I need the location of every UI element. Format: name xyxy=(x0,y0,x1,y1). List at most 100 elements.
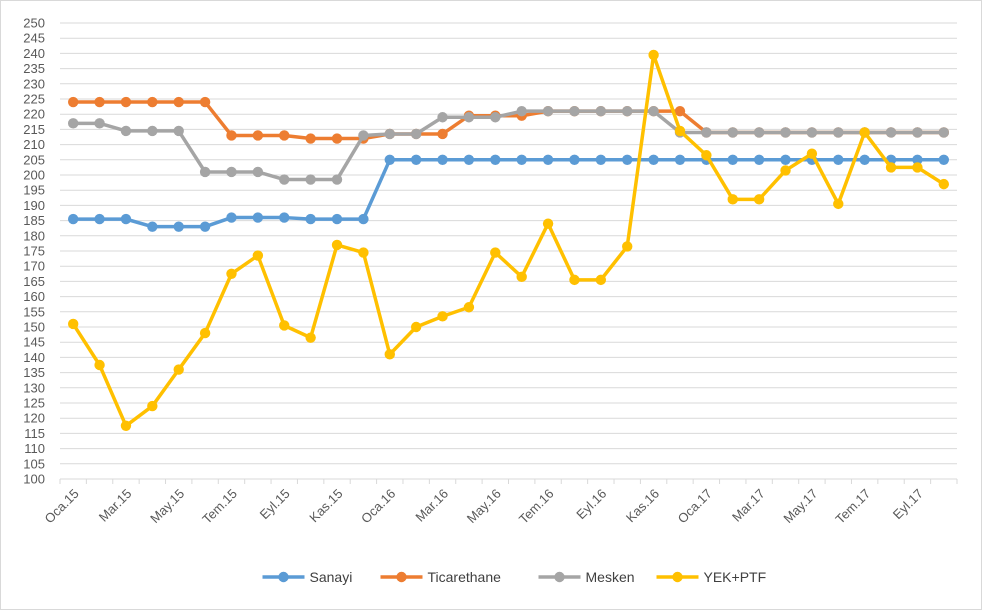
y-axis-tick-labels: 1001051101151201251301351401451501551601… xyxy=(23,16,45,487)
x-tick-label: Eyl.16 xyxy=(573,486,609,522)
legend-item-ticarethane: Ticarethane xyxy=(380,569,501,585)
y-tick-label: 230 xyxy=(23,76,45,91)
y-tick-label: 120 xyxy=(23,411,45,426)
data-point-sanayi xyxy=(833,154,844,165)
data-point-yek-ptf xyxy=(199,327,211,339)
data-point-ticarethane xyxy=(94,96,105,108)
y-tick-label: 105 xyxy=(23,456,45,471)
series-layer xyxy=(67,49,950,431)
x-tick-label: May.17 xyxy=(780,486,820,526)
data-point-sanayi xyxy=(358,213,369,225)
data-point-ticarethane xyxy=(674,105,686,117)
data-point-yek-ptf xyxy=(885,162,897,173)
data-point-sanayi xyxy=(437,154,448,165)
legend-swatch-marker xyxy=(396,571,407,583)
y-tick-label: 125 xyxy=(23,396,45,411)
y-tick-label: 210 xyxy=(23,137,45,152)
x-tick-label: Oca.17 xyxy=(675,486,715,526)
data-point-sanayi xyxy=(226,212,237,223)
x-tick-label: Eyl.15 xyxy=(257,486,293,522)
data-point-mesken xyxy=(305,174,316,185)
x-tick-label: Mar.16 xyxy=(412,486,451,525)
legend-swatch-marker xyxy=(672,571,683,583)
y-tick-label: 205 xyxy=(23,152,45,167)
data-point-mesken xyxy=(753,127,765,138)
y-tick-label: 100 xyxy=(23,472,45,487)
data-point-ticarethane xyxy=(120,96,132,108)
data-point-yek-ptf xyxy=(622,241,633,252)
data-point-sanayi xyxy=(305,213,316,225)
y-tick-label: 165 xyxy=(23,274,45,289)
x-tick-label: Mar.17 xyxy=(729,486,768,525)
data-point-mesken xyxy=(94,118,105,129)
y-tick-label: 150 xyxy=(23,320,45,335)
data-point-ticarethane xyxy=(331,133,343,144)
data-point-mesken xyxy=(384,128,395,140)
data-point-ticarethane xyxy=(67,96,79,108)
data-point-ticarethane xyxy=(226,130,237,141)
data-point-sanayi xyxy=(463,154,475,165)
x-tick-label: Kas.16 xyxy=(623,486,662,525)
data-point-mesken xyxy=(252,166,264,178)
legend-item-sanayi: Sanayi xyxy=(262,569,352,585)
y-tick-label: 235 xyxy=(23,61,45,76)
y-tick-label: 145 xyxy=(23,335,45,350)
data-point-yek-ptf xyxy=(780,165,791,176)
legend-label: Mesken xyxy=(586,569,635,585)
data-point-yek-ptf xyxy=(701,150,712,161)
data-point-mesken xyxy=(516,105,527,117)
data-point-sanayi xyxy=(67,213,79,225)
data-point-ticarethane xyxy=(173,96,184,108)
data-point-mesken xyxy=(806,127,818,138)
data-point-yek-ptf xyxy=(173,364,184,375)
data-point-mesken xyxy=(147,125,158,137)
data-point-mesken xyxy=(173,125,184,137)
data-point-mesken xyxy=(358,130,369,141)
data-point-sanayi xyxy=(252,212,264,223)
legend-item-yek-ptf: YEK+PTF xyxy=(656,569,766,585)
y-tick-label: 155 xyxy=(23,304,45,319)
x-tick-label: Kas.15 xyxy=(306,486,345,525)
y-tick-label: 185 xyxy=(23,213,45,228)
data-point-sanayi xyxy=(384,154,395,165)
x-tick-label: Oca.16 xyxy=(358,486,398,526)
data-point-ticarethane xyxy=(437,128,448,140)
data-point-yek-ptf xyxy=(542,218,554,229)
x-tick-label: Tem.17 xyxy=(832,486,873,527)
data-point-sanayi xyxy=(648,154,659,165)
data-point-yek-ptf xyxy=(331,239,343,251)
data-point-yek-ptf xyxy=(279,320,290,331)
data-point-sanayi xyxy=(595,154,607,165)
x-tick-label: Eyl.17 xyxy=(890,486,926,522)
data-point-mesken xyxy=(648,105,659,117)
y-tick-label: 175 xyxy=(23,244,45,259)
y-tick-label: 250 xyxy=(23,16,45,31)
data-point-yek-ptf xyxy=(226,268,237,279)
gridlines xyxy=(60,22,957,480)
data-point-mesken xyxy=(595,105,607,117)
y-tick-label: 110 xyxy=(24,441,45,456)
data-point-yek-ptf xyxy=(938,178,950,190)
y-tick-label: 160 xyxy=(23,289,45,304)
y-tick-label: 240 xyxy=(23,46,45,61)
data-point-mesken xyxy=(622,105,633,117)
data-point-sanayi xyxy=(569,154,580,165)
y-tick-label: 190 xyxy=(23,198,45,213)
data-point-yek-ptf xyxy=(410,321,422,333)
data-point-sanayi xyxy=(331,213,343,225)
data-point-sanayi xyxy=(147,221,158,232)
data-point-yek-ptf xyxy=(674,125,686,137)
y-tick-label: 130 xyxy=(23,380,45,395)
data-point-yek-ptf xyxy=(595,274,607,286)
y-tick-label: 200 xyxy=(23,168,45,183)
data-point-yek-ptf xyxy=(727,194,738,205)
y-tick-label: 195 xyxy=(23,183,45,198)
y-tick-label: 215 xyxy=(23,122,45,137)
legend-swatch-marker xyxy=(554,571,565,583)
data-point-mesken xyxy=(279,174,290,185)
data-point-yek-ptf xyxy=(463,302,475,313)
data-point-mesken xyxy=(542,105,554,117)
data-point-yek-ptf xyxy=(516,271,527,283)
data-point-sanayi xyxy=(780,154,791,165)
y-tick-label: 245 xyxy=(23,31,45,46)
